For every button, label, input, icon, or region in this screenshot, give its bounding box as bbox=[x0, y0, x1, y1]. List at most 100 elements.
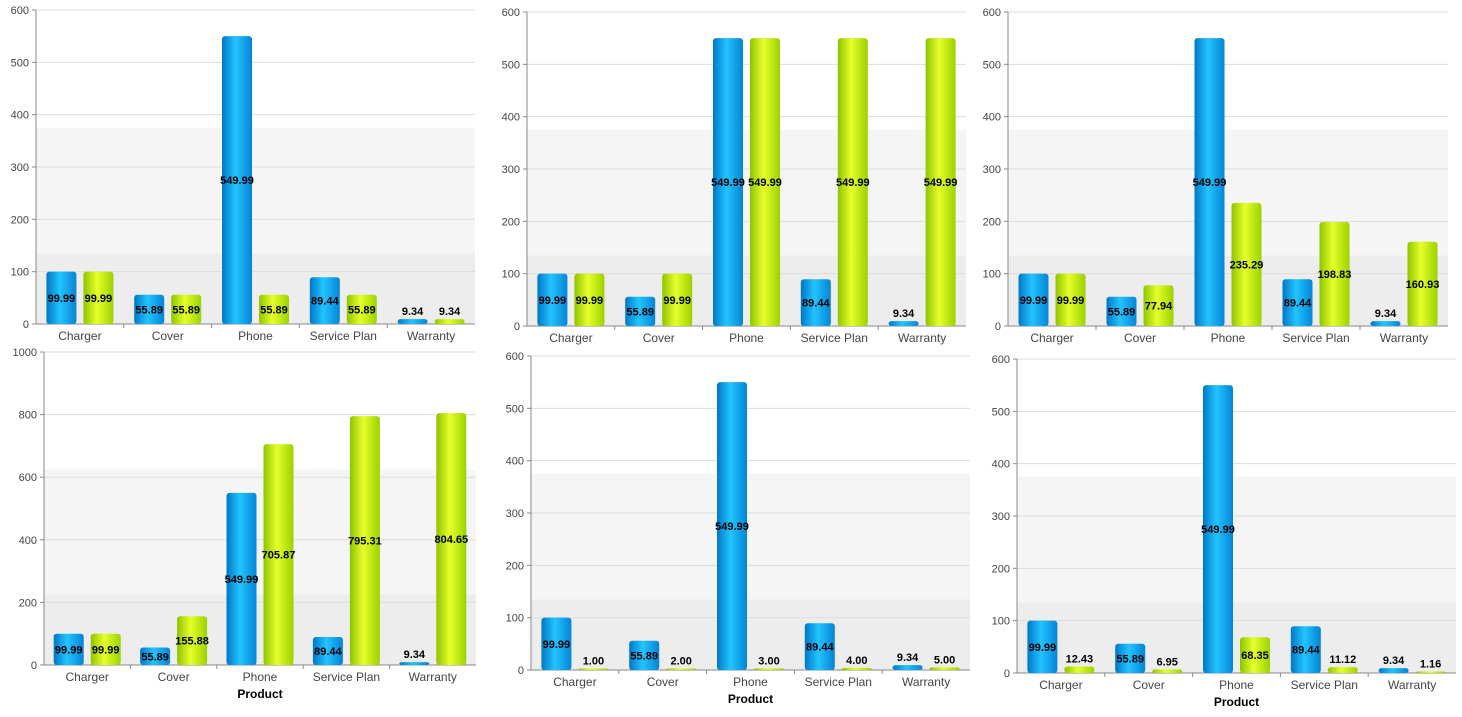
data-label: 549.99 bbox=[220, 175, 254, 187]
data-label: 705.87 bbox=[262, 550, 296, 562]
x-tick-label: Charger bbox=[1039, 678, 1082, 692]
bar-series-a bbox=[140, 647, 171, 665]
y-tick-label: 0 bbox=[1004, 668, 1010, 680]
x-tick-label: Service Plan bbox=[805, 675, 872, 689]
data-label: 549.99 bbox=[1193, 177, 1227, 189]
y-tick-label: 400 bbox=[506, 456, 524, 468]
data-label: 99.99 bbox=[576, 295, 604, 307]
y-tick-label: 200 bbox=[506, 560, 524, 572]
x-tick-label: Cover bbox=[1124, 331, 1156, 345]
bar-series-a bbox=[309, 277, 340, 324]
y-tick-label: 200 bbox=[992, 563, 1010, 575]
bar-series-b bbox=[1327, 667, 1358, 673]
y-tick-label: 600 bbox=[506, 351, 524, 363]
bar-series-a bbox=[541, 617, 572, 670]
data-label: 11.12 bbox=[1329, 654, 1356, 666]
bar-series-b bbox=[83, 271, 114, 324]
x-tick-label: Phone bbox=[1219, 678, 1254, 692]
bar-series-a bbox=[226, 492, 257, 665]
x-tick-label: Cover bbox=[1133, 678, 1165, 692]
bar-series-b bbox=[1231, 202, 1262, 326]
data-label: 99.99 bbox=[1057, 295, 1085, 307]
bar-series-a bbox=[397, 319, 428, 324]
bar-series-b bbox=[574, 273, 605, 326]
data-label: 9.34 bbox=[1383, 655, 1405, 667]
bar-series-a bbox=[53, 633, 84, 665]
bar-series-b bbox=[434, 319, 465, 324]
y-tick-label: 500 bbox=[502, 59, 520, 71]
data-label: 549.99 bbox=[711, 177, 745, 189]
data-label: 9.34 bbox=[402, 306, 424, 318]
y-tick-label: 200 bbox=[19, 597, 37, 609]
y-tick-label: 300 bbox=[983, 164, 1001, 176]
y-tick-label: 100 bbox=[983, 269, 1001, 281]
bar-series-b bbox=[1152, 669, 1183, 673]
y-tick-label: 500 bbox=[11, 57, 29, 69]
bar-series-b bbox=[1319, 221, 1350, 326]
data-label: 55.89 bbox=[1116, 653, 1144, 665]
plot-band-upper bbox=[1008, 129, 1448, 256]
chart-3: 0 100 200 300 400 500 600 Charger 99.99 99.99 Cove… bbox=[983, 7, 1448, 345]
data-label: 549.99 bbox=[715, 521, 749, 533]
data-label: 3.00 bbox=[758, 655, 779, 667]
data-label: 549.99 bbox=[1201, 524, 1235, 536]
x-tick-label: Cover bbox=[647, 675, 679, 689]
plot-band-upper bbox=[527, 129, 966, 256]
y-tick-label: 200 bbox=[11, 214, 29, 226]
data-label: 2.00 bbox=[670, 656, 691, 668]
data-label: 99.99 bbox=[539, 295, 567, 307]
data-label: 99.99 bbox=[1020, 295, 1048, 307]
data-label: 99.99 bbox=[1029, 642, 1057, 654]
bar-series-a bbox=[1378, 668, 1409, 673]
plot-band-upper bbox=[36, 127, 475, 254]
y-tick-label: 600 bbox=[11, 5, 29, 17]
x-tick-label: Charger bbox=[549, 331, 592, 345]
bar-series-b bbox=[259, 294, 289, 324]
bar-series-a bbox=[399, 662, 430, 665]
bar-series-a bbox=[800, 279, 831, 326]
data-label: 804.65 bbox=[434, 534, 468, 546]
bar-series-a bbox=[1115, 643, 1146, 673]
x-tick-label: Charger bbox=[58, 329, 101, 343]
data-label: 99.99 bbox=[85, 293, 113, 305]
data-label: 55.89 bbox=[135, 304, 163, 316]
data-label: 55.89 bbox=[348, 304, 376, 316]
bar-series-b bbox=[346, 294, 377, 324]
bar-series-b bbox=[925, 38, 956, 326]
data-label: 89.44 bbox=[806, 642, 834, 654]
data-label: 55.89 bbox=[141, 651, 169, 663]
data-label: 235.29 bbox=[1230, 259, 1264, 271]
x-tick-label: Cover bbox=[152, 329, 184, 343]
x-axis-title: Product bbox=[1214, 695, 1259, 709]
bar-series-a bbox=[1106, 296, 1137, 326]
data-label: 6.95 bbox=[1156, 656, 1177, 668]
bar-series-a bbox=[629, 640, 660, 670]
y-tick-label: 600 bbox=[983, 7, 1001, 19]
x-tick-label: Phone bbox=[733, 675, 768, 689]
data-label: 99.99 bbox=[663, 295, 691, 307]
data-label: 89.44 bbox=[311, 296, 339, 308]
x-tick-label: Warranty bbox=[407, 329, 455, 343]
bar-series-b bbox=[754, 668, 784, 670]
bar-series-b bbox=[662, 273, 693, 326]
bar-series-a bbox=[537, 273, 568, 326]
data-label: 99.99 bbox=[92, 644, 120, 656]
x-axis-title: Product bbox=[728, 692, 773, 706]
x-tick-label: Charger bbox=[66, 670, 109, 684]
x-tick-label: Charger bbox=[1030, 331, 1073, 345]
data-label: 9.34 bbox=[1375, 308, 1397, 320]
x-axis-title: Product bbox=[237, 687, 282, 701]
data-label: 89.44 bbox=[802, 298, 830, 310]
x-tick-label: Service Plan bbox=[313, 670, 380, 684]
data-label: 55.89 bbox=[630, 650, 658, 662]
bar-series-a bbox=[713, 38, 743, 326]
y-tick-label: 200 bbox=[502, 216, 520, 228]
data-label: 9.34 bbox=[897, 652, 919, 664]
chart-4: 0 200 400 600 800 1000 Charger 99.99 99.99 Cover 5… bbox=[13, 347, 476, 701]
data-label: 549.99 bbox=[748, 177, 782, 189]
bar-series-a bbox=[1370, 321, 1401, 326]
plot-band-lower bbox=[531, 599, 970, 670]
y-tick-label: 100 bbox=[992, 616, 1010, 628]
y-tick-label: 600 bbox=[19, 472, 37, 484]
y-tick-label: 400 bbox=[19, 535, 37, 547]
